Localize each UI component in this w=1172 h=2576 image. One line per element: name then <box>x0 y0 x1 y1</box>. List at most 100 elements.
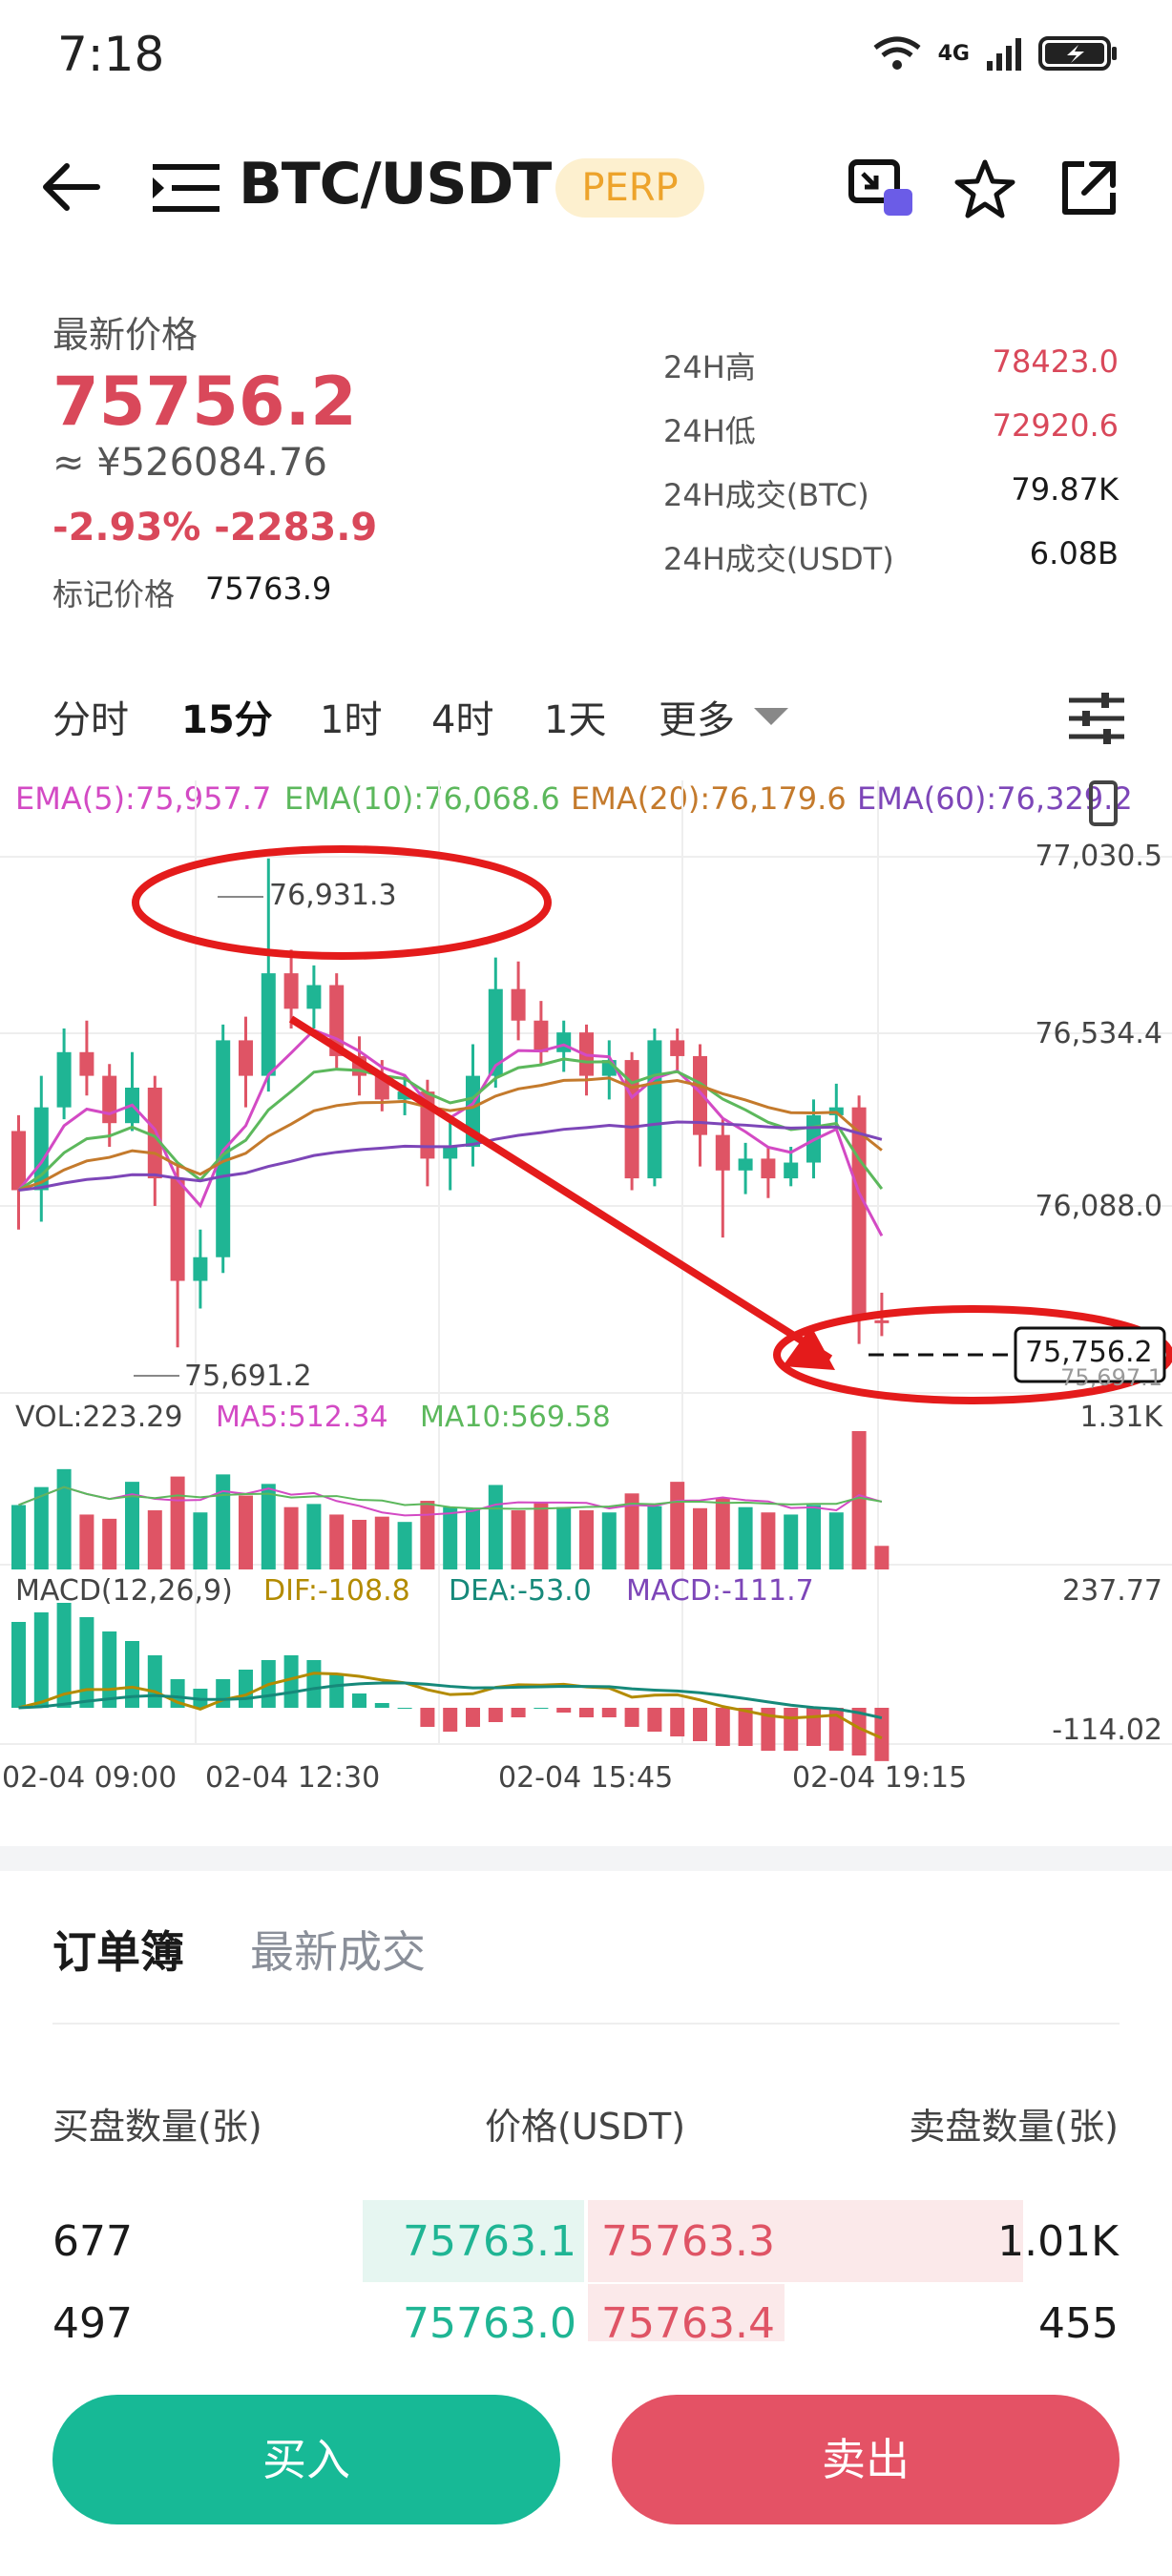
kline-chart[interactable] <box>0 763 1172 1803</box>
tab-1h[interactable]: 1时 <box>320 698 383 742</box>
volume-bar <box>56 1468 72 1569</box>
volume-bar <box>761 1512 776 1569</box>
current-price-tag: 75,756.2 <box>1025 1336 1153 1369</box>
perp-badge: PERP <box>555 158 704 218</box>
tab-timeline[interactable]: 分时 <box>52 698 129 742</box>
price-change: -2.93% -2283.9 <box>52 506 378 550</box>
ask-price[interactable]: 75763.4 <box>601 2299 775 2348</box>
share-icon[interactable] <box>1059 158 1119 218</box>
floating-window-icon[interactable] <box>848 158 914 219</box>
cny-price: ≈ ¥526084.76 <box>52 441 327 485</box>
high-annotation: 76,931.3 <box>269 879 397 912</box>
volume-bar <box>397 1522 412 1569</box>
latest-price: 75756.2 <box>52 363 357 441</box>
menu-list-icon[interactable] <box>153 162 220 214</box>
macd-bar <box>306 1660 322 1708</box>
volume-bar <box>601 1512 617 1569</box>
volume-bar <box>261 1484 276 1569</box>
ask-price[interactable]: 75763.3 <box>601 2217 775 2266</box>
volume-bar <box>511 1510 526 1569</box>
macd-bar <box>556 1708 572 1713</box>
sell-qty: 1.01K <box>997 2217 1119 2266</box>
volume-bar <box>806 1505 821 1569</box>
volume-bar <box>443 1506 458 1569</box>
candle-body <box>556 1032 572 1052</box>
ema20-line <box>18 1076 883 1192</box>
candle-body <box>56 1051 72 1108</box>
ema60-line <box>18 1120 883 1192</box>
candle-body <box>443 1147 458 1159</box>
macd-bar <box>647 1708 662 1732</box>
volume-bar <box>193 1512 208 1569</box>
macd-axis-top: 237.77 <box>1062 1574 1162 1608</box>
volume-bar <box>874 1546 889 1569</box>
volume-bar <box>693 1507 707 1569</box>
tab-orderbook[interactable]: 订单簿 <box>52 1926 184 1978</box>
macd-bar <box>534 1708 549 1709</box>
stat-high-label: 24H高 <box>663 349 756 385</box>
volume-bar <box>352 1519 366 1569</box>
volume-bar <box>33 1486 49 1569</box>
volume-bar <box>670 1482 685 1569</box>
vol-ma10-line <box>18 1485 883 1510</box>
stat-vol-usdt-value: 6.08B <box>1029 535 1119 571</box>
price-tag-box <box>1014 1326 1166 1383</box>
tab-4h[interactable]: 4时 <box>431 698 494 742</box>
star-icon[interactable] <box>954 158 1015 219</box>
macd-bar <box>511 1708 526 1717</box>
macd-bar <box>693 1708 707 1741</box>
high-annotation-circle <box>132 845 552 960</box>
macd-dea-legend: DEA:-53.0 <box>449 1574 592 1608</box>
candle-body <box>534 1020 549 1052</box>
ema10-legend: EMA(10):76,068.6 <box>284 780 560 817</box>
time-axis-label: 02-04 15:45 <box>498 1761 674 1795</box>
price-axis-label: 76,088.0 <box>1035 1190 1162 1223</box>
tab-latest-trades[interactable]: 最新成交 <box>250 1926 426 1978</box>
candle-body <box>784 1162 799 1179</box>
volume-bar <box>715 1497 730 1569</box>
tab-1d[interactable]: 1天 <box>544 698 607 742</box>
bid-price[interactable]: 75763.1 <box>403 2217 576 2266</box>
chart-settings-icon[interactable] <box>1069 693 1124 744</box>
volume-bar <box>147 1510 162 1569</box>
macd-bar <box>670 1708 685 1736</box>
volume-bar <box>306 1504 322 1569</box>
price-axis-label: 76,534.4 <box>1035 1017 1162 1050</box>
orderbook-divider <box>52 2023 1120 2025</box>
battery-icon <box>1038 36 1117 71</box>
candle-body <box>693 1055 707 1135</box>
buy-button[interactable]: 买入 <box>52 2395 560 2524</box>
ask-depth-bar <box>588 2284 785 2341</box>
tab-more[interactable]: 更多 <box>659 698 735 742</box>
volume-bar <box>784 1514 799 1569</box>
buy-qty: 677 <box>52 2217 133 2266</box>
vol-legend: VOL:223.29 <box>15 1401 183 1434</box>
back-arrow-icon[interactable] <box>40 160 101 214</box>
candle-body <box>306 985 322 1009</box>
stat-vol-usdt-label: 24H成交(USDT) <box>663 541 894 577</box>
macd-bar <box>147 1655 162 1708</box>
trend-arrow-line <box>288 1015 833 1362</box>
mark-price-label: 标记价格 <box>52 576 176 613</box>
volume-bar <box>556 1506 572 1569</box>
ask-depth-bar <box>588 2200 1023 2282</box>
signal-icon <box>987 38 1021 71</box>
network-label: 4G <box>937 41 970 66</box>
candle-body <box>715 1134 730 1171</box>
tab-15m[interactable]: 15分 <box>181 698 273 742</box>
macd-bar <box>851 1708 867 1755</box>
macd-bar <box>239 1670 253 1708</box>
sell-button[interactable]: 卖出 <box>612 2395 1120 2524</box>
macd-bar <box>784 1708 799 1751</box>
chevron-down-icon[interactable] <box>754 708 788 727</box>
pair-title[interactable]: BTC/USDT <box>239 151 552 218</box>
candle-body <box>647 1040 662 1179</box>
stat-low-value: 72920.6 <box>992 407 1119 444</box>
candle-body <box>283 973 299 1009</box>
macd-dea-line <box>18 1681 883 1720</box>
macd-bar <box>579 1708 594 1717</box>
candle-body <box>511 988 526 1021</box>
bid-price[interactable]: 75763.0 <box>403 2299 576 2348</box>
mark-price: 75763.9 <box>205 571 332 607</box>
fullscreen-icon[interactable] <box>1089 780 1118 826</box>
